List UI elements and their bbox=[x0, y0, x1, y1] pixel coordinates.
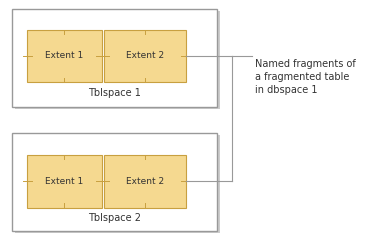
Bar bbox=[15, 135, 220, 233]
Text: Extent 1: Extent 1 bbox=[45, 51, 83, 61]
Text: Extent 2: Extent 2 bbox=[126, 51, 164, 61]
Bar bbox=[27, 155, 102, 208]
Bar bbox=[104, 155, 186, 208]
Text: Named fragments of
a fragmented table
in dbspace 1: Named fragments of a fragmented table in… bbox=[255, 59, 356, 95]
Bar bbox=[27, 30, 102, 82]
Text: Tblspace 2: Tblspace 2 bbox=[88, 213, 141, 223]
Text: Extent 2: Extent 2 bbox=[126, 177, 164, 186]
Bar bbox=[104, 30, 186, 82]
Text: Extent 1: Extent 1 bbox=[45, 177, 83, 186]
Bar bbox=[15, 11, 220, 109]
Bar bbox=[12, 9, 217, 107]
Bar bbox=[12, 133, 217, 231]
Text: Tblspace 1: Tblspace 1 bbox=[88, 89, 141, 98]
